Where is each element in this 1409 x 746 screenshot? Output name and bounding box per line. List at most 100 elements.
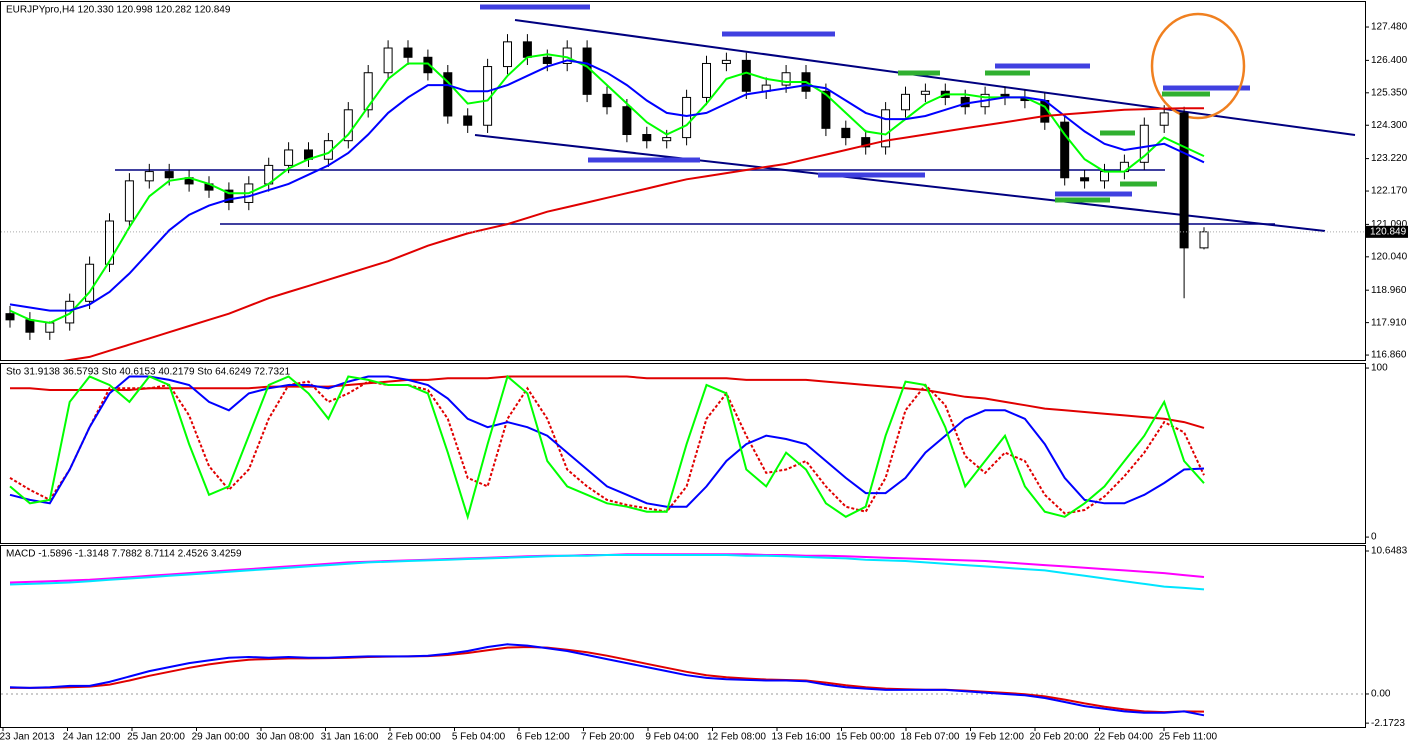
plot-area — [9, 374, 1205, 521]
candle-body — [1179, 112, 1189, 249]
x-tick-label: 19 Feb 12:00 — [965, 732, 1024, 743]
x-tick-label: 25 Feb 11:00 — [1159, 732, 1218, 743]
indicator-line — [9, 643, 1205, 717]
x-tick-label: 29 Jan 00:00 — [192, 732, 250, 743]
candle-body — [1199, 231, 1209, 249]
candle-body — [144, 171, 154, 182]
candle-body — [124, 180, 134, 222]
candle-body — [284, 149, 294, 166]
candle-body — [841, 127, 851, 139]
candle-body — [662, 137, 672, 142]
candle-body — [105, 220, 114, 265]
macd-pane — [0, 545, 1366, 728]
indicator-line — [10, 375, 1205, 429]
indicator-line — [10, 645, 1205, 714]
indicator-line — [63, 107, 1204, 360]
x-tick-label: 18 Feb 07:00 — [901, 732, 960, 743]
highlight-circle — [1150, 12, 1246, 120]
x-tick-label: 2 Feb 00:00 — [387, 732, 441, 743]
x-tick-label: 7 Feb 20:00 — [581, 732, 635, 743]
candle-body — [622, 106, 632, 136]
x-tick-label: 5 Feb 04:00 — [452, 732, 506, 743]
candle-body — [403, 47, 413, 58]
candle-body — [821, 90, 831, 129]
y-tick-label: 0 — [1371, 532, 1377, 543]
y-tick-label: 0.00 — [1371, 689, 1391, 700]
candle-body — [861, 137, 871, 148]
candle-body — [1139, 124, 1149, 163]
candle-body — [1060, 121, 1070, 179]
pane-title: MACD -1.5896 -1.3148 7.7882 8.7114 2.452… — [6, 549, 242, 560]
resistance-bands — [480, 4, 1250, 197]
indicator-line — [9, 554, 1205, 591]
x-tick-label: 13 Feb 16:00 — [772, 732, 831, 743]
candle-body — [682, 96, 692, 139]
x-tick-label: 20 Feb 20:00 — [1030, 732, 1089, 743]
x-tick-label: 15 Feb 00:00 — [836, 732, 895, 743]
indicator-line — [9, 380, 1205, 515]
x-tick-label: 30 Jan 08:00 — [256, 732, 314, 743]
x-tick-label: 31 Jan 16:00 — [321, 732, 379, 743]
candle-body — [463, 115, 473, 126]
x-tick-label: 6 Feb 12:00 — [516, 732, 570, 743]
y-tick-label: 121.090 — [1371, 219, 1408, 230]
y-tick-label: 125.350 — [1371, 87, 1408, 98]
y-tick-label: 120.040 — [1371, 251, 1408, 262]
y-tick-label: 118.960 — [1371, 285, 1407, 296]
price-box — [1366, 225, 1408, 238]
y-tick-label: 126.400 — [1371, 55, 1408, 66]
candle-body — [503, 41, 512, 68]
price-label: 120.849 — [1370, 226, 1407, 237]
candle-body — [781, 72, 791, 86]
x-tick-label: 9 Feb 04:00 — [645, 732, 699, 743]
candle-body — [582, 47, 592, 95]
candle-body — [5, 313, 15, 321]
candle-body — [721, 59, 731, 64]
candle-body — [65, 300, 75, 324]
candle-body — [85, 263, 95, 302]
candle-body — [741, 59, 751, 92]
y-tick-label: 116.860 — [1371, 350, 1407, 361]
support-bands — [898, 70, 1210, 203]
candle-body — [542, 56, 552, 64]
x-tick-label: 23 Jan 2013 — [0, 732, 55, 743]
candle-body — [164, 171, 174, 179]
candle-body — [920, 90, 930, 95]
pane-title: EURJPYpro,H4 120.330 120.998 120.282 120… — [6, 5, 231, 16]
plot-area — [1, 34, 1365, 360]
candle-body — [383, 47, 393, 74]
candle-body — [363, 72, 373, 111]
candle-body — [881, 109, 891, 148]
x-tick-label: 24 Jan 12:00 — [63, 732, 121, 743]
y-tick-label: 123.220 — [1371, 153, 1408, 164]
indicator-line — [9, 374, 1205, 521]
candle-body — [45, 322, 55, 333]
indicator-line — [9, 375, 1205, 508]
candle-body — [602, 93, 612, 108]
candle-body — [423, 56, 433, 74]
y-tick-label: 10.6483 — [1371, 546, 1408, 557]
candle-body — [1100, 171, 1109, 182]
y-tick-label: 124.300 — [1371, 120, 1408, 131]
candle-body — [522, 41, 532, 58]
candle-body — [901, 93, 910, 111]
candle-body — [343, 109, 353, 142]
y-tick-label: 127.480 — [1371, 22, 1408, 33]
y-tick-label: 100 — [1371, 363, 1388, 374]
y-tick-label: 117.910 — [1371, 317, 1407, 328]
candle-body — [1159, 112, 1169, 126]
x-tick-label: 12 Feb 08:00 — [707, 732, 766, 743]
candle-body — [702, 62, 711, 98]
candle-body — [443, 72, 453, 117]
candle-body — [1080, 177, 1090, 182]
pane-title: Sto 31.9138 36.5793 Sto 40.6153 40.2179 … — [6, 367, 291, 378]
y-tick-label: 122.170 — [1371, 186, 1408, 197]
drawings — [115, 4, 1356, 232]
plot-area — [1, 553, 1365, 717]
x-tick-label: 25 Jan 20:00 — [127, 732, 185, 743]
candle-body — [25, 319, 35, 333]
candle-body — [642, 134, 652, 142]
candle-body — [224, 189, 234, 203]
x-tick-label: 22 Feb 04:00 — [1094, 732, 1153, 743]
